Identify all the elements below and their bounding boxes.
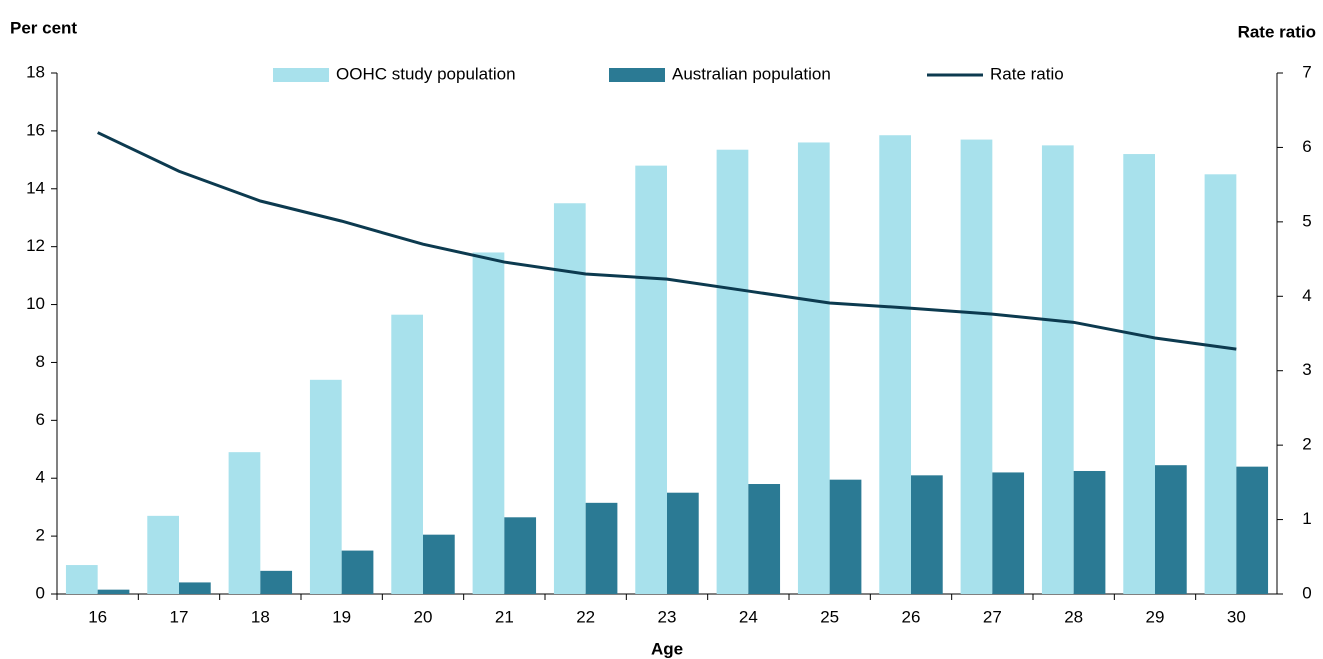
legend-label: Rate ratio [990,64,1064,83]
bar [179,582,211,594]
legend-label: Australian population [672,64,831,83]
x-tick-label: 22 [576,607,595,626]
bar [147,515,179,594]
bar [1123,154,1155,595]
y2-tick-label: 6 [1302,137,1311,156]
y2-tick-label: 0 [1302,583,1311,602]
y2-tick-label: 7 [1302,62,1311,81]
bar [585,502,618,594]
x-tick-label: 18 [251,607,270,626]
y-tick-label: 6 [36,410,45,429]
y-tick-label: 8 [36,352,45,371]
bar [1236,466,1269,594]
bar [97,589,130,594]
y2-tick-label: 4 [1302,286,1311,305]
bar [797,142,830,594]
y-tick-label: 0 [36,583,45,602]
y-tick-label: 12 [26,236,45,255]
legend-swatch [273,68,329,82]
y2-tick-label: 2 [1302,435,1311,454]
x-tick-label: 24 [739,607,758,626]
bar [635,165,667,594]
legend-label: OOHC study population [336,64,516,83]
y2-tick-label: 1 [1302,509,1311,528]
x-tick-label: 23 [658,607,677,626]
x-tick-label: 30 [1227,607,1246,626]
y-tick-label: 2 [36,526,45,545]
y2-axis-title: Rate ratio [1238,22,1316,41]
x-tick-label: 26 [902,607,921,626]
bar [748,484,781,594]
y-tick-label: 16 [26,120,45,139]
x-tick-label: 17 [170,607,189,626]
bar [423,534,455,594]
y-axis-title: Per cent [10,18,77,37]
bar [1041,145,1074,594]
x-tick-label: 29 [1146,607,1165,626]
y2-tick-label: 3 [1302,360,1311,379]
x-tick-label: 21 [495,607,514,626]
bar [341,550,374,594]
legend-swatch [609,68,665,82]
y-tick-label: 14 [26,178,45,197]
bar [504,517,537,594]
bar [65,565,98,594]
y-tick-label: 4 [36,468,45,487]
y-tick-label: 10 [26,294,45,313]
bar [879,135,911,594]
bar [391,314,423,594]
y2-tick-label: 5 [1302,211,1311,230]
bar [260,570,293,594]
bar [992,472,1025,594]
bar [667,492,699,594]
y-tick-label: 18 [26,62,45,81]
bar [1155,465,1187,594]
x-tick-label: 20 [414,607,433,626]
x-tick-label: 25 [820,607,839,626]
bar [716,149,749,595]
bar [553,203,586,594]
bar [829,479,862,594]
x-tick-label: 28 [1064,607,1083,626]
x-tick-label: 19 [332,607,351,626]
bar [228,452,261,594]
line [97,131,1237,351]
bar [911,475,943,594]
bar [472,252,505,594]
bar [1073,470,1106,594]
bar [309,379,342,594]
x-tick-label: 27 [983,607,1002,626]
x-axis-title: Age [651,639,683,658]
x-tick-label: 16 [88,607,107,626]
bar [1204,174,1237,595]
bar [960,139,993,595]
